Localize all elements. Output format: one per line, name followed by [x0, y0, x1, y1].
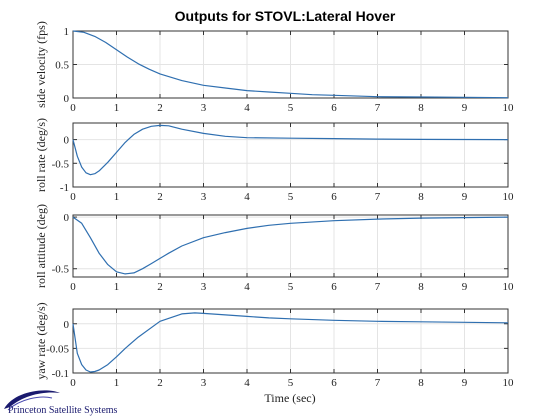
y-tick-label: -1 [60, 182, 69, 194]
x-tick-label: 1 [114, 191, 120, 203]
x-tick-label: 5 [288, 377, 294, 389]
y-tick-label: -0.05 [46, 343, 69, 355]
y-tick-label: 0.5 [55, 60, 69, 72]
x-tick-label: 5 [288, 281, 294, 293]
series-line [72, 312, 509, 373]
x-tick-label: 5 [288, 191, 294, 203]
x-tick-label: 1 [114, 102, 120, 114]
series-line [72, 124, 509, 176]
x-tick-label: 9 [462, 102, 468, 114]
x-tick-label: 7 [375, 377, 381, 389]
x-tick-label: 3 [201, 191, 207, 203]
y-tick-label: -0.5 [52, 264, 70, 276]
x-tick-label: 1 [114, 281, 120, 293]
y-tick-label: -0.1 [52, 368, 69, 380]
y-tick-label: 0 [64, 93, 70, 105]
chart-title: Outputs for STOVL:Lateral Hover [175, 8, 396, 24]
y-tick-label: 0 [64, 319, 70, 331]
x-tick-label: 10 [503, 281, 515, 293]
y-tick-label: 0 [64, 212, 70, 224]
y-axis-label: roll rate (deg/s) [34, 118, 48, 192]
x-tick-label: 0 [70, 281, 76, 293]
x-axis-label: Time (sec) [264, 391, 315, 405]
y-tick-label: 0 [64, 135, 70, 147]
panel-2: 0 1 2 3 4 5 6 7 8 9 10 -1 -0.5 0 roll rate (deg/s) [34, 118, 514, 203]
y-axis-label: side velocity (fps) [34, 21, 48, 108]
logo-text: Princeton Satellite Systems [8, 405, 118, 416]
x-tick-label: 1 [114, 377, 120, 389]
x-tick-label: 0 [70, 102, 76, 114]
x-tick-label: 10 [503, 102, 515, 114]
x-tick-label: 9 [462, 377, 468, 389]
x-tick-label: 2 [157, 377, 163, 389]
y-tick-label: -0.5 [52, 158, 70, 170]
x-tick-label: 4 [244, 102, 250, 114]
x-tick-label: 2 [157, 191, 163, 203]
x-tick-label: 7 [375, 191, 381, 203]
x-tick-label: 4 [244, 281, 250, 293]
x-tick-label: 10 [503, 377, 515, 389]
x-tick-label: 9 [462, 191, 468, 203]
x-tick-label: 6 [331, 281, 337, 293]
x-tick-label: 8 [418, 102, 424, 114]
x-tick-label: 6 [331, 377, 337, 389]
y-axis-label: roll attitude (deg) [34, 204, 48, 288]
series-line [72, 216, 509, 275]
x-tick-label: 5 [288, 102, 294, 114]
x-tick-label: 7 [375, 281, 381, 293]
logo-swoosh [4, 390, 60, 409]
x-tick-label: 8 [418, 281, 424, 293]
x-tick-label: 0 [70, 191, 76, 203]
x-tick-label: 9 [462, 281, 468, 293]
y-axis-label: yaw rate (deg/s) [34, 302, 48, 379]
logo-swoosh-inner [7, 396, 53, 411]
x-tick-label: 10 [503, 191, 515, 203]
panel-1: 0 1 2 3 4 5 6 7 8 9 10 0 0.5 1 side velocity (fps) [34, 21, 514, 114]
x-tick-label: 2 [157, 102, 163, 114]
x-tick-label: 0 [70, 377, 76, 389]
logo: Princeton Satellite Systems [4, 390, 118, 416]
x-tick-label: 3 [201, 281, 207, 293]
series-line [72, 30, 509, 99]
x-tick-label: 8 [418, 191, 424, 203]
x-tick-label: 4 [244, 191, 250, 203]
x-tick-label: 7 [375, 102, 381, 114]
x-tick-label: 4 [244, 377, 250, 389]
x-tick-label: 6 [331, 191, 337, 203]
panel-4: 0 1 2 3 4 5 6 7 8 9 10 -0.1 -0.05 0 yaw rate (deg/s) [34, 302, 514, 389]
x-tick-label: 3 [201, 102, 207, 114]
y-tick-label: 1 [64, 26, 70, 38]
x-tick-label: 6 [331, 102, 337, 114]
x-tick-label: 2 [157, 281, 163, 293]
x-tick-label: 8 [418, 377, 424, 389]
x-tick-label: 3 [201, 377, 207, 389]
